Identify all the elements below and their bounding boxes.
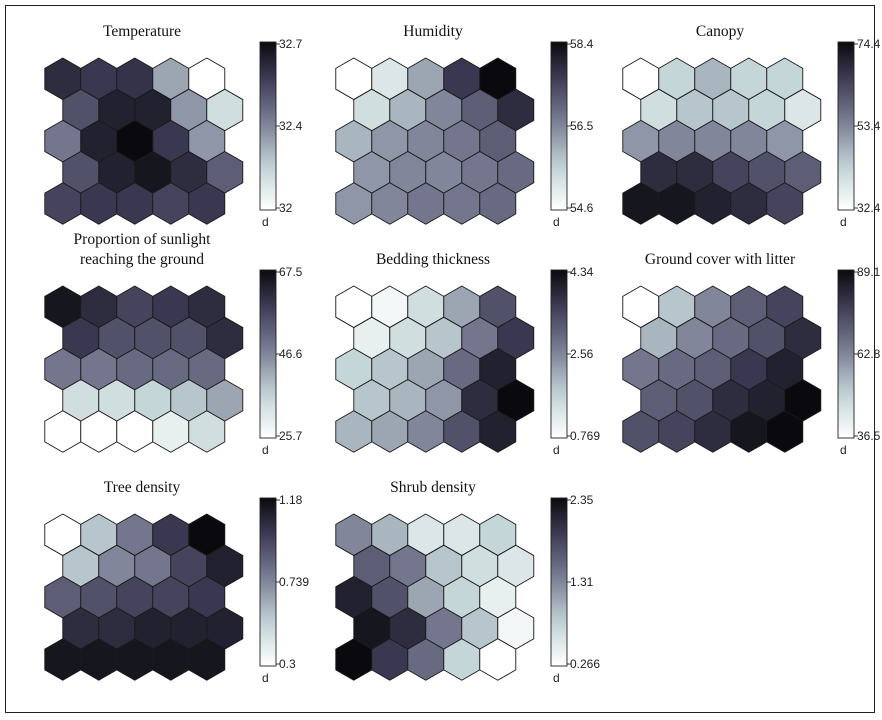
colorbar-label: d <box>840 443 847 457</box>
colorbar-tick-label: 25.7 <box>279 429 303 443</box>
colorbar <box>259 497 277 667</box>
panel-title: Canopy <box>696 23 744 40</box>
colorbar <box>550 41 568 211</box>
colorbar-tick-label: 32.7 <box>279 37 303 51</box>
panel-title: Ground cover with litter <box>645 251 796 268</box>
hex-cell <box>188 182 226 225</box>
colorbar-label: d <box>553 671 560 685</box>
colorbar-tick-label: 2.35 <box>570 493 594 507</box>
colorbar-tick-label: 4.34 <box>570 265 594 279</box>
colorbar <box>837 269 855 439</box>
panel-0: Temperature 32.7 32.4 32 d <box>44 23 303 229</box>
hex-cell <box>188 638 226 681</box>
colorbar-label: d <box>262 443 269 457</box>
colorbar-tick-label: 58.4 <box>570 37 594 51</box>
panel-5: Ground cover with litter 89.1 62.8 36.5 d <box>622 251 881 457</box>
panel-title: Tree density <box>104 479 181 496</box>
colorbar-label: d <box>262 671 269 685</box>
colorbar-tick-label: 46.6 <box>279 347 303 361</box>
hex-cell <box>766 410 804 453</box>
colorbar <box>550 497 568 667</box>
panel-title: Humidity <box>403 23 463 40</box>
colorbar-tick-label: 54.6 <box>570 201 594 215</box>
colorbar-tick-label: 36.5 <box>857 429 881 443</box>
colorbar-label: d <box>840 215 847 229</box>
panel-title: Temperature <box>103 23 181 40</box>
panel-3: Proportion of sunlight reaching the groun… <box>44 231 303 457</box>
hex-cell <box>479 410 517 453</box>
colorbar <box>259 269 277 439</box>
colorbar-tick-label: 32.4 <box>279 119 303 133</box>
colorbar <box>259 41 277 211</box>
colorbar-label: d <box>553 443 560 457</box>
colorbar-tick-label: 56.5 <box>570 119 594 133</box>
colorbar-tick-label: 2.56 <box>570 347 594 361</box>
colorbar-tick-label: 62.8 <box>857 347 881 361</box>
colorbar-tick-label: 1.31 <box>570 575 594 589</box>
colorbar-tick-label: 1.18 <box>279 493 303 507</box>
colorbar-tick-label: 74.4 <box>857 37 881 51</box>
colorbar-tick-label: 0.3 <box>279 657 296 671</box>
colorbar <box>837 41 855 211</box>
colorbar <box>550 269 568 439</box>
colorbar-tick-label: 0.769 <box>570 429 600 443</box>
colorbar-tick-label: 89.1 <box>857 265 881 279</box>
panel-1: Humidity 58.4 56.5 54.6 d <box>335 23 594 229</box>
colorbar-tick-label: 32.4 <box>857 201 881 215</box>
panel-title: Bedding thickness <box>376 251 490 268</box>
panel-title: reaching the ground <box>80 251 204 268</box>
hex-cell <box>479 182 517 225</box>
panel-7: Shrub density 2.35 1.31 0.266 d <box>335 479 600 685</box>
colorbar-label: d <box>553 215 560 229</box>
colorbar-tick-label: 32 <box>279 201 293 215</box>
colorbar-tick-label: 53.4 <box>857 119 881 133</box>
hex-cell <box>479 638 517 681</box>
colorbar-tick-label: 0.739 <box>279 575 309 589</box>
panel-title: Shrub density <box>390 479 476 496</box>
hex-cell <box>188 410 226 453</box>
colorbar-tick-label: 67.5 <box>279 265 303 279</box>
panel-4: Bedding thickness 4.34 2.56 0.769 d <box>335 251 600 457</box>
panel-2: Canopy 74.4 53.4 32.4 d <box>622 23 881 229</box>
hex-cell <box>766 182 804 225</box>
panel-title: Proportion of sunlight <box>74 231 212 248</box>
colorbar-label: d <box>262 215 269 229</box>
panel-6: Tree density 1.18 0.739 0.3 d <box>44 479 309 685</box>
colorbar-tick-label: 0.266 <box>570 657 600 671</box>
